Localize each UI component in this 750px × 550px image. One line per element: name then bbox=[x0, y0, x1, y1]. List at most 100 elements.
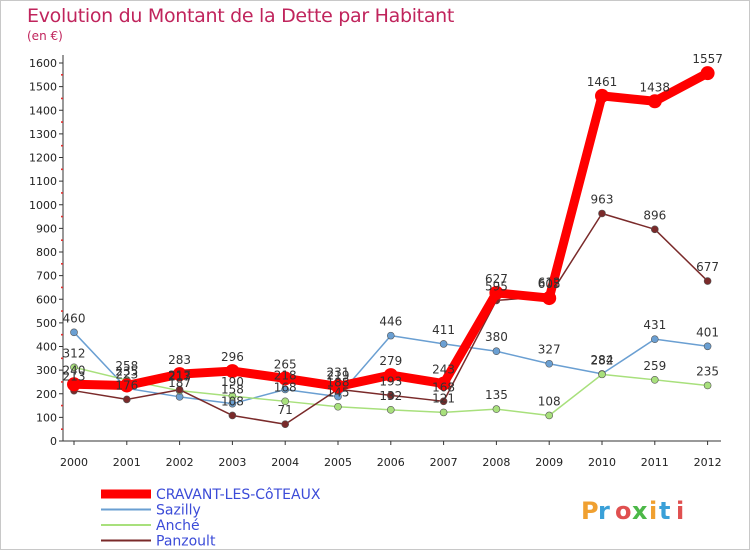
y-tick-label: 300 bbox=[36, 364, 57, 377]
data-label: 312 bbox=[63, 346, 86, 360]
data-label: 217 bbox=[168, 369, 191, 383]
data-label: 896 bbox=[643, 208, 666, 222]
y-minor-tick bbox=[61, 428, 63, 430]
data-label: 176 bbox=[115, 378, 138, 392]
data-label: 258 bbox=[115, 359, 138, 373]
data-point bbox=[545, 359, 554, 368]
data-label: 108 bbox=[538, 394, 561, 408]
data-label: 1557 bbox=[692, 52, 723, 66]
y-minor-tick bbox=[61, 215, 63, 218]
data-label: 213 bbox=[63, 370, 86, 384]
x-tick-label: 2003 bbox=[218, 456, 246, 469]
data-point bbox=[228, 392, 237, 400]
data-point bbox=[598, 370, 606, 379]
svg-text:r: r bbox=[598, 497, 610, 525]
svg-text:x: x bbox=[632, 497, 648, 525]
data-label: 296 bbox=[221, 350, 244, 364]
data-label: 193 bbox=[379, 374, 402, 388]
y-minor-tick bbox=[61, 381, 63, 383]
data-point bbox=[650, 335, 659, 343]
y-minor-tick bbox=[61, 97, 63, 100]
data-label: 235 bbox=[115, 364, 138, 378]
data-point bbox=[331, 379, 345, 394]
y-tick-label: 1100 bbox=[29, 175, 57, 188]
y-minor-tick bbox=[61, 239, 63, 241]
data-label: 677 bbox=[696, 260, 719, 274]
data-point bbox=[439, 340, 448, 348]
data-point bbox=[542, 291, 557, 306]
x-tick-label: 2007 bbox=[430, 456, 458, 469]
data-point bbox=[281, 385, 290, 394]
data-point bbox=[281, 397, 290, 406]
data-label: 282 bbox=[591, 353, 614, 367]
y-tick-label: 600 bbox=[36, 293, 57, 306]
data-point bbox=[228, 399, 237, 408]
legend-label: Anché bbox=[156, 518, 200, 534]
data-point bbox=[278, 371, 293, 386]
data-label: 240 bbox=[63, 363, 86, 377]
data-label: 283 bbox=[168, 353, 191, 367]
data-point bbox=[225, 364, 240, 379]
data-label: 279 bbox=[379, 354, 402, 368]
data-point bbox=[175, 385, 184, 394]
svg-text:P: P bbox=[581, 497, 599, 525]
y-minor-tick bbox=[61, 74, 63, 76]
data-label: 411 bbox=[432, 323, 455, 337]
data-point bbox=[386, 391, 395, 400]
data-label: 132 bbox=[379, 389, 402, 403]
data-point bbox=[492, 347, 501, 356]
data-point bbox=[436, 376, 451, 391]
y-tick-label: 0 bbox=[50, 435, 57, 448]
y-tick-label: 800 bbox=[36, 246, 57, 259]
data-point bbox=[492, 405, 501, 413]
y-tick-label: 700 bbox=[36, 270, 57, 283]
legend-label: Panzoult bbox=[156, 534, 216, 550]
chart-title: Evolution du Montant de la Dette par Hab… bbox=[27, 5, 455, 27]
y-tick-label: 900 bbox=[36, 222, 57, 235]
data-point bbox=[439, 408, 448, 417]
y-tick-label: 1000 bbox=[29, 199, 57, 212]
data-point bbox=[67, 377, 81, 392]
y-minor-tick bbox=[61, 333, 63, 336]
data-point bbox=[703, 277, 712, 285]
y-minor-tick bbox=[61, 286, 63, 289]
y-minor-tick bbox=[61, 121, 63, 123]
data-point bbox=[172, 367, 187, 382]
x-tick-label: 2002 bbox=[166, 456, 194, 469]
y-tick-label: 200 bbox=[36, 388, 57, 401]
x-tick-label: 2004 bbox=[271, 456, 299, 469]
data-point bbox=[119, 378, 134, 393]
data-label: 223 bbox=[115, 367, 138, 381]
data-label: 145 bbox=[327, 386, 350, 400]
data-label: 446 bbox=[379, 315, 402, 329]
legend-label: Sazilly bbox=[156, 503, 201, 519]
data-label: 135 bbox=[485, 388, 508, 402]
data-point bbox=[598, 209, 606, 218]
x-tick-label: 2012 bbox=[694, 456, 722, 469]
data-point bbox=[386, 331, 395, 340]
data-label: 231 bbox=[327, 365, 350, 379]
data-label: 188 bbox=[327, 376, 350, 390]
data-point bbox=[650, 225, 659, 234]
data-label: 431 bbox=[643, 318, 666, 332]
y-tick-label: 500 bbox=[36, 317, 57, 330]
legend-label: CRAVANT-LES-CôTEAUX bbox=[156, 487, 321, 503]
data-point bbox=[228, 411, 237, 420]
data-point bbox=[123, 395, 131, 404]
data-point bbox=[383, 368, 398, 383]
chart-subtitle: (en €) bbox=[27, 29, 63, 43]
y-minor-tick bbox=[61, 404, 63, 407]
data-label: 963 bbox=[591, 192, 614, 206]
data-label: 627 bbox=[485, 272, 508, 286]
y-tick-label: 1300 bbox=[29, 128, 57, 141]
y-tick-label: 400 bbox=[36, 341, 57, 354]
data-point bbox=[700, 66, 715, 81]
y-minor-tick bbox=[61, 310, 63, 312]
data-label: 327 bbox=[538, 343, 561, 357]
data-point bbox=[70, 328, 78, 337]
data-point bbox=[647, 94, 662, 109]
series-line bbox=[73, 69, 710, 391]
data-point bbox=[545, 411, 554, 420]
